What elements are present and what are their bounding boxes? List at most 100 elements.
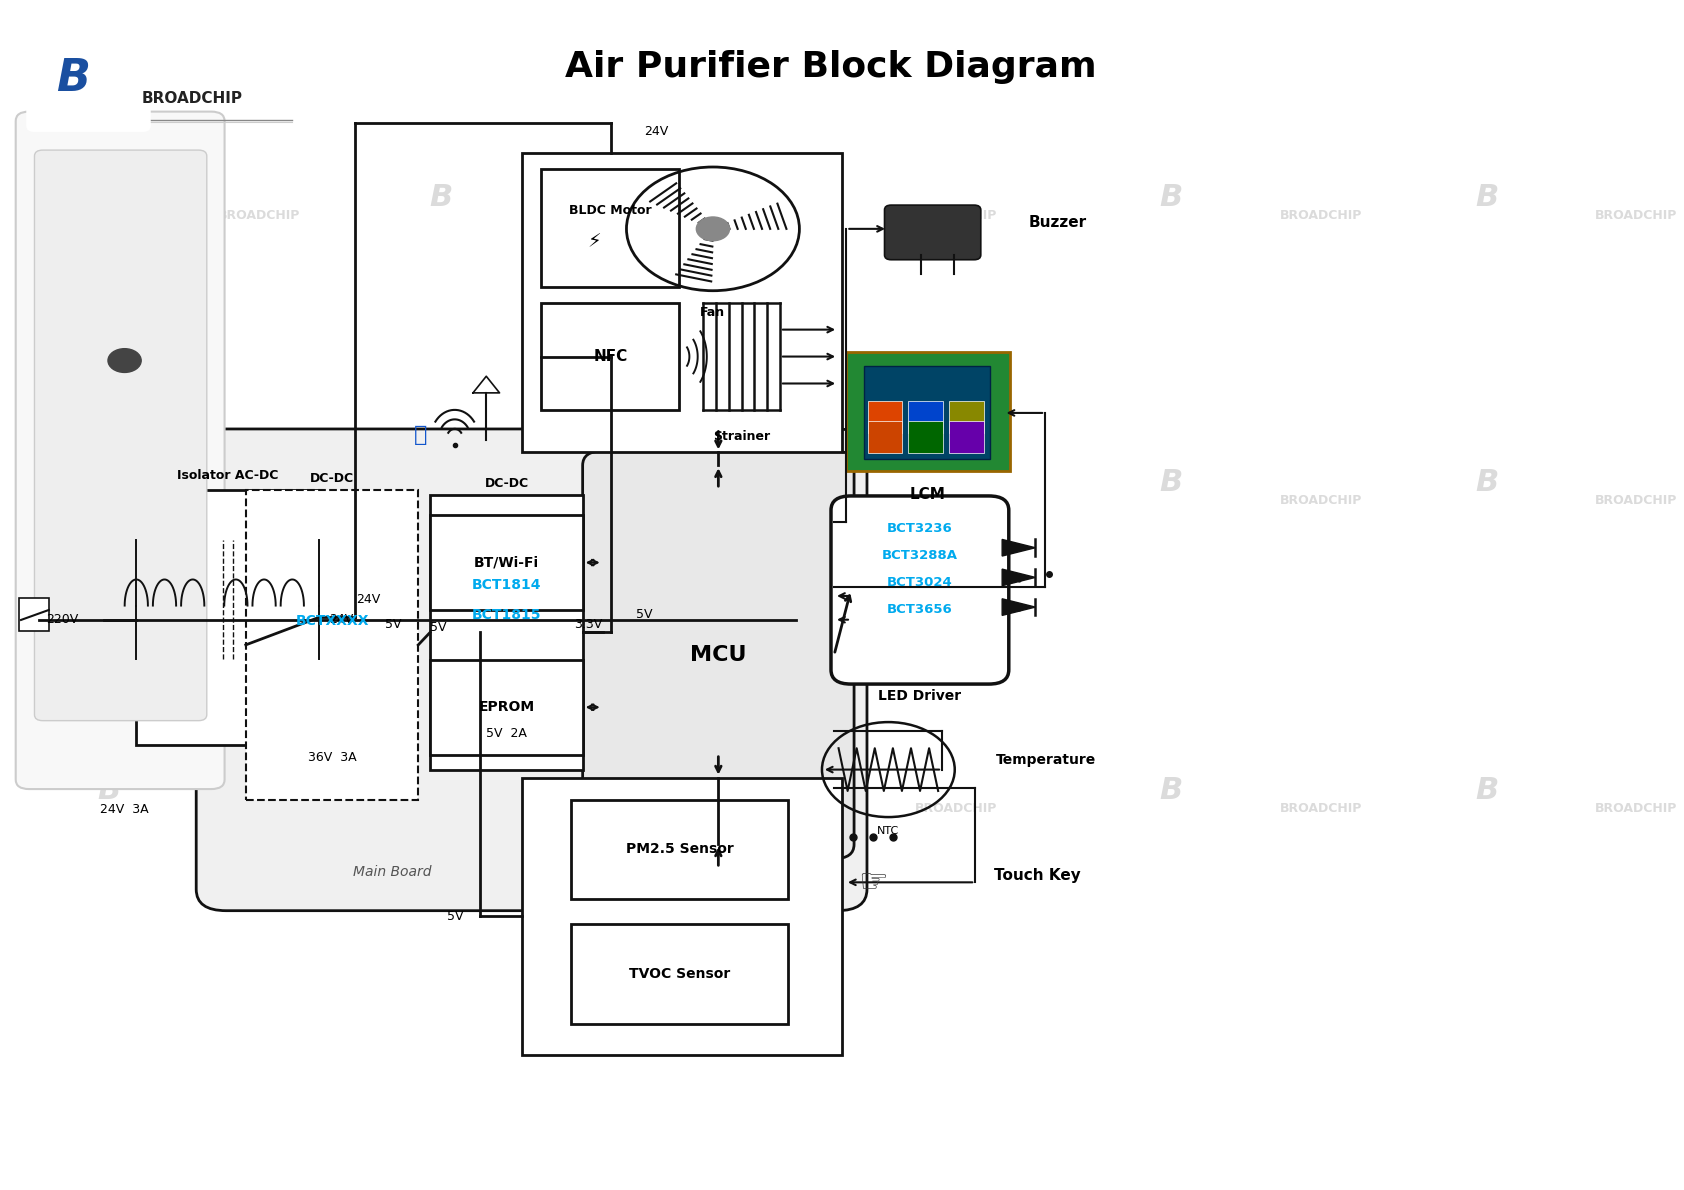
Text: 24V: 24V xyxy=(645,125,669,138)
Bar xyxy=(136,490,318,745)
FancyBboxPatch shape xyxy=(197,428,867,910)
Text: 5V: 5V xyxy=(386,619,402,632)
Text: B: B xyxy=(98,776,121,806)
Bar xyxy=(571,800,788,900)
Text: Fan: Fan xyxy=(701,306,726,319)
Text: 5V  2A: 5V 2A xyxy=(487,727,527,740)
Text: B: B xyxy=(1475,776,1499,806)
Bar xyxy=(571,925,788,1025)
Bar xyxy=(542,302,679,411)
Text: B: B xyxy=(795,468,818,496)
Text: ☞: ☞ xyxy=(859,866,887,898)
Text: Isolator AC-DC: Isolator AC-DC xyxy=(177,470,278,482)
Text: 24V  3A: 24V 3A xyxy=(101,803,148,816)
Text: 3.3V: 3.3V xyxy=(574,619,601,632)
Text: B: B xyxy=(98,468,121,496)
FancyBboxPatch shape xyxy=(583,451,854,859)
Text: BROADCHIP: BROADCHIP xyxy=(1595,802,1677,815)
FancyBboxPatch shape xyxy=(34,150,207,721)
Text: NTC: NTC xyxy=(877,826,899,837)
Text: Air Purifier Block Diagram: Air Purifier Block Diagram xyxy=(566,50,1096,83)
Text: LED Driver: LED Driver xyxy=(879,689,962,703)
Text: EPROM: EPROM xyxy=(478,700,534,714)
Text: BCT3024: BCT3024 xyxy=(887,576,953,589)
Text: BROADCHIP: BROADCHIP xyxy=(1595,494,1677,507)
Text: BCT3236: BCT3236 xyxy=(887,521,953,534)
Circle shape xyxy=(108,349,141,372)
Text: B: B xyxy=(795,776,818,806)
Text: B: B xyxy=(1475,183,1499,212)
Bar xyxy=(246,490,418,800)
Bar xyxy=(950,401,983,433)
Text: BROADCHIP: BROADCHIP xyxy=(217,494,300,507)
Text: Main Board: Main Board xyxy=(352,864,431,878)
Text: B: B xyxy=(1160,183,1184,212)
Text: BCTXXXX: BCTXXXX xyxy=(295,614,369,628)
Text: MCU: MCU xyxy=(690,645,746,665)
Text: BROADCHIP: BROADCHIP xyxy=(914,208,997,221)
Text: 36V  3A: 36V 3A xyxy=(308,751,357,764)
Text: ⚡: ⚡ xyxy=(588,232,601,251)
Bar xyxy=(950,421,983,453)
Polygon shape xyxy=(1002,599,1036,615)
Text: 24V: 24V xyxy=(330,613,354,626)
Text: BROADCHIP: BROADCHIP xyxy=(1280,494,1362,507)
Bar xyxy=(522,777,842,1054)
Bar xyxy=(542,169,679,287)
Text: BROADCHIP: BROADCHIP xyxy=(141,92,242,106)
Text: BROADCHIP: BROADCHIP xyxy=(1595,208,1677,221)
Bar xyxy=(864,367,990,459)
Text: BROADCHIP: BROADCHIP xyxy=(217,208,300,221)
Polygon shape xyxy=(1002,569,1036,585)
Text: Temperature: Temperature xyxy=(997,753,1096,768)
Text: DC-DC: DC-DC xyxy=(310,472,354,484)
Text: 24V: 24V xyxy=(357,593,381,606)
Text: BROADCHIP: BROADCHIP xyxy=(217,802,300,815)
Text: B: B xyxy=(429,183,453,212)
Text: ⧢: ⧢ xyxy=(414,425,428,445)
Text: LCM: LCM xyxy=(909,488,945,502)
Bar xyxy=(19,599,49,632)
Text: BROADCHIP: BROADCHIP xyxy=(549,802,632,815)
Text: BROADCHIP: BROADCHIP xyxy=(549,208,632,221)
Text: B: B xyxy=(429,468,453,496)
Text: B: B xyxy=(1160,468,1184,496)
Text: BLDC Motor: BLDC Motor xyxy=(569,203,652,217)
Text: DC-DC: DC-DC xyxy=(485,477,529,490)
Bar xyxy=(867,401,903,433)
Text: BROADCHIP: BROADCHIP xyxy=(914,494,997,507)
Text: BCT3656: BCT3656 xyxy=(887,603,953,616)
Bar xyxy=(845,352,1010,471)
Bar xyxy=(908,421,943,453)
Text: Strainer: Strainer xyxy=(712,430,770,443)
Text: B: B xyxy=(98,183,121,212)
Text: TVOC Sensor: TVOC Sensor xyxy=(628,967,731,981)
Text: BROADCHIP: BROADCHIP xyxy=(1280,802,1362,815)
Text: BCT3288A: BCT3288A xyxy=(882,549,958,562)
Bar xyxy=(429,495,583,770)
Bar xyxy=(867,421,903,453)
Text: PM2.5 Sensor: PM2.5 Sensor xyxy=(625,843,733,857)
Bar xyxy=(429,659,583,754)
Text: B: B xyxy=(1160,776,1184,806)
Text: 5V: 5V xyxy=(448,909,463,922)
Text: Buzzer: Buzzer xyxy=(1029,215,1088,231)
Text: Touch Key: Touch Key xyxy=(995,868,1081,883)
FancyBboxPatch shape xyxy=(884,205,980,259)
Text: BROADCHIP: BROADCHIP xyxy=(914,802,997,815)
FancyBboxPatch shape xyxy=(830,496,1009,684)
Text: 220V: 220V xyxy=(47,613,79,626)
FancyBboxPatch shape xyxy=(15,112,224,789)
Text: 5V: 5V xyxy=(429,620,446,633)
Text: NFC: NFC xyxy=(593,349,628,364)
Text: BROADCHIP: BROADCHIP xyxy=(549,494,632,507)
Text: BCT1814: BCT1814 xyxy=(472,578,541,591)
Text: B: B xyxy=(56,57,89,100)
Bar xyxy=(522,154,842,452)
Text: BCT1815: BCT1815 xyxy=(472,608,541,621)
Circle shape xyxy=(697,217,729,240)
FancyBboxPatch shape xyxy=(27,31,152,132)
Bar xyxy=(908,401,943,433)
Bar xyxy=(429,515,583,610)
Text: 5V: 5V xyxy=(637,608,653,621)
